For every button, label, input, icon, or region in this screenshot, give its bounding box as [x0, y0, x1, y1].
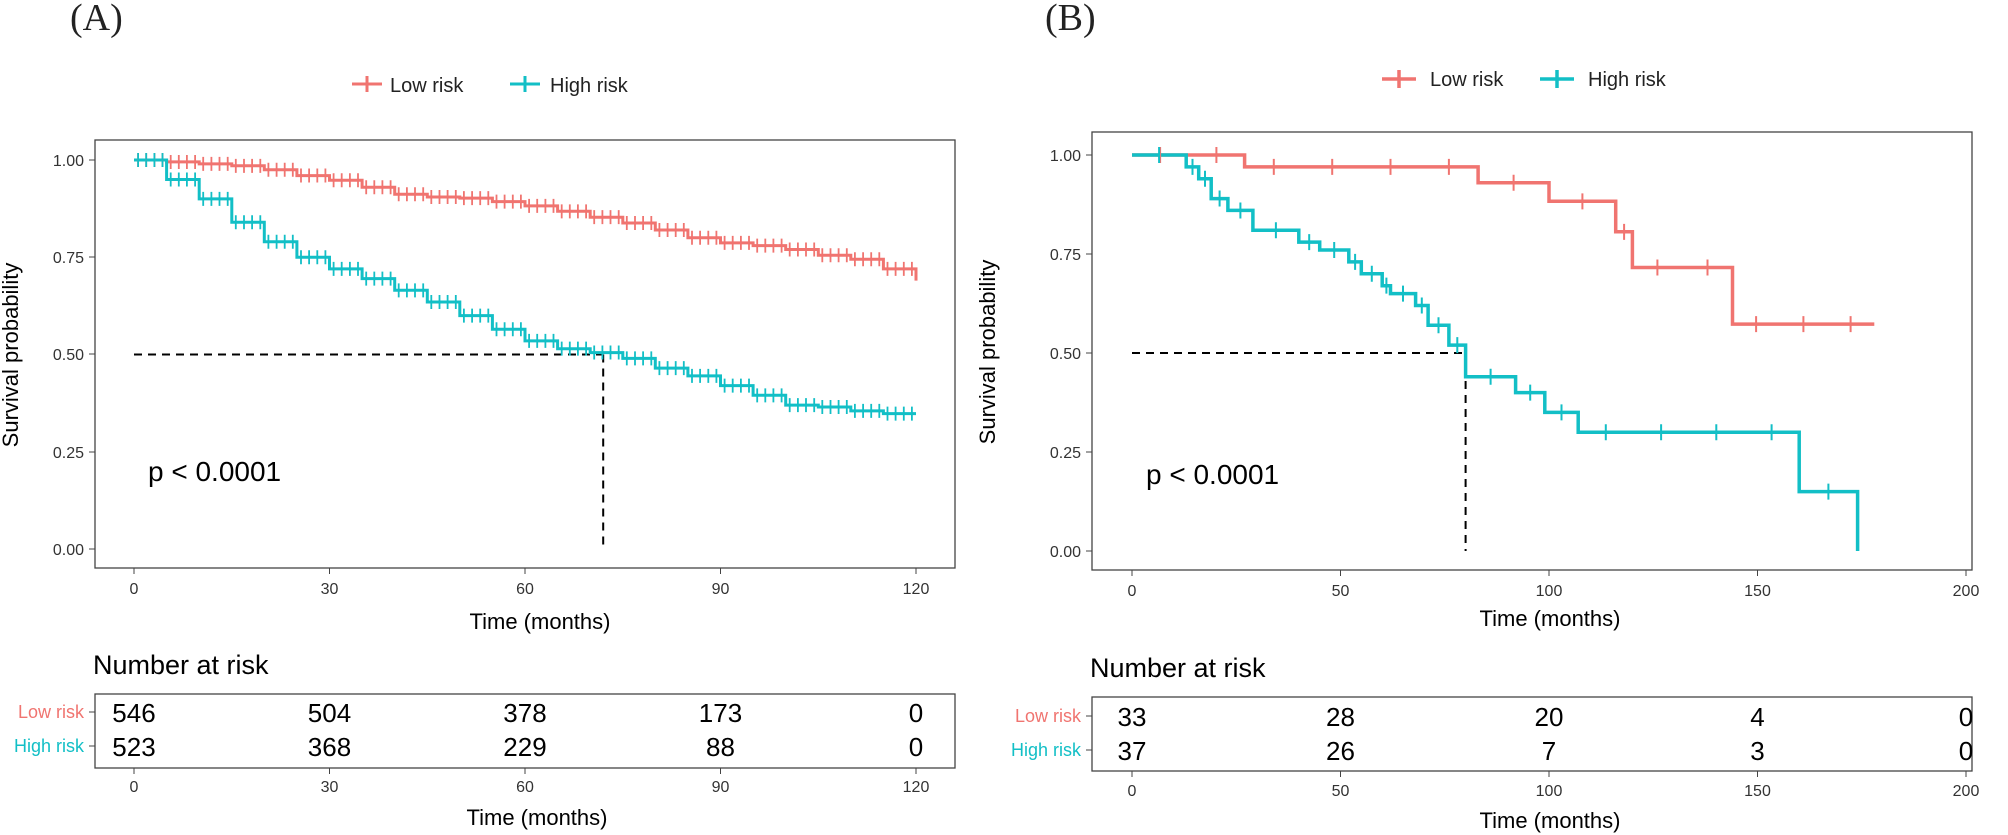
panel-b-xlabel: Time (months) [1480, 606, 1621, 631]
risk-table-title: Number at risk [93, 650, 269, 680]
xtick-label: 50 [1332, 783, 1350, 800]
xtick-label: 120 [903, 779, 930, 796]
risk-cell: 4 [1750, 702, 1764, 732]
risk-table-xlabel: Time (months) [1480, 808, 1621, 833]
high-risk-censor-marks [137, 153, 913, 421]
ytick-label: 1.00 [1050, 148, 1081, 165]
high-risk-censor-marks [1158, 147, 1830, 500]
xtick-label: 50 [1332, 583, 1350, 600]
panel-b-legend: Low risk High risk [1382, 69, 1667, 91]
xtick-label: 60 [516, 581, 534, 598]
risk-cell: 3 [1750, 736, 1764, 766]
risk-cell: 28 [1326, 702, 1355, 732]
risk-cell: 504 [308, 698, 351, 728]
xtick-label: 200 [1953, 783, 1980, 800]
ytick-label: 0.75 [53, 250, 84, 267]
xtick-label: 0 [1128, 783, 1137, 800]
xtick-label: 0 [1128, 583, 1137, 600]
panel-a-median-lines [134, 353, 605, 549]
risk-cell: 0 [1959, 736, 1973, 766]
risk-row-label-low: Low risk [1015, 706, 1082, 726]
xtick-label: 100 [1536, 783, 1563, 800]
panel-a-risk-table: Number at risk Low risk High risk 546 50… [14, 650, 956, 830]
ytick-label: 0.50 [1050, 346, 1081, 363]
high-risk-survival-curve [1132, 153, 1860, 551]
high-risk-survival-curve [134, 158, 916, 416]
low-risk-censor-marks [1159, 147, 1852, 333]
risk-table-title: Number at risk [1090, 653, 1266, 683]
risk-cell: 0 [1959, 702, 1973, 732]
xtick-label: 60 [516, 779, 534, 796]
xtick-label: 0 [130, 779, 139, 796]
xtick-label: 150 [1744, 583, 1771, 600]
panel-a-ylabel: Survival probability [0, 263, 23, 448]
panel-b-risk-table: Number at risk Low risk High risk 33 28 … [1011, 653, 1979, 833]
legend-high-label: High risk [1588, 69, 1667, 91]
ytick-label: 0.75 [1050, 247, 1081, 264]
risk-cell: 546 [112, 698, 155, 728]
panel-a-legend: Low risk High risk [352, 75, 629, 97]
panel-b-ylabel: Survival probability [975, 260, 1000, 445]
panel-b-xaxis: 0 50 100 150 200 Time (months) [1128, 570, 1980, 631]
legend-low-label: Low risk [1430, 69, 1504, 91]
xtick-label: 100 [1536, 583, 1563, 600]
panel-b-plot-frame [1091, 131, 1973, 571]
panel-b: (B) Low risk High risk 0.00 0.25 0.50 0.… [975, 0, 1979, 833]
xtick-label: 150 [1744, 783, 1771, 800]
panel-a-label: (A) [70, 0, 123, 39]
risk-cell: 37 [1118, 736, 1147, 766]
risk-cell: 523 [112, 732, 155, 762]
xtick-label: 0 [130, 581, 139, 598]
panel-b-pvalue: p < 0.0001 [1146, 459, 1279, 490]
risk-row-label-low: Low risk [18, 702, 85, 722]
ytick-label: 0.00 [1050, 544, 1081, 561]
low-risk-censor-marks [137, 153, 913, 276]
ytick-label: 0.00 [53, 542, 84, 559]
risk-cell: 33 [1118, 702, 1147, 732]
panel-b-yaxis: 0.00 0.25 0.50 0.75 1.00 Survival probab… [975, 148, 1092, 561]
panel-a-xaxis: 0 30 60 90 120 Time (months) [130, 568, 930, 634]
panel-b-median-lines [1132, 352, 1467, 551]
ytick-label: 0.50 [53, 347, 84, 364]
xtick-label: 30 [321, 581, 339, 598]
legend-high-label: High risk [550, 75, 629, 97]
risk-cell: 368 [308, 732, 351, 762]
panel-b-label: (B) [1045, 0, 1096, 39]
panel-a: (A) Low risk High risk 0.00 0.25 0.50 0.… [0, 0, 956, 830]
risk-table-frame [1091, 696, 1973, 772]
risk-cell: 0 [909, 698, 923, 728]
risk-cell: 0 [909, 732, 923, 762]
ytick-label: 1.00 [53, 153, 84, 170]
ytick-label: 0.25 [1050, 445, 1081, 462]
risk-cell: 20 [1535, 702, 1564, 732]
risk-row-label-high: High risk [1011, 740, 1082, 760]
xtick-label: 30 [321, 779, 339, 796]
risk-table-xlabel: Time (months) [467, 805, 608, 830]
risk-cell: 173 [699, 698, 742, 728]
panel-a-xlabel: Time (months) [470, 609, 611, 634]
risk-cell: 378 [503, 698, 546, 728]
xtick-label: 90 [712, 581, 730, 598]
panel-a-yaxis: 0.00 0.25 0.50 0.75 1.00 Survival probab… [0, 153, 95, 559]
risk-cell: 26 [1326, 736, 1355, 766]
risk-cell: 229 [503, 732, 546, 762]
low-risk-survival-curve [1132, 153, 1875, 326]
ytick-label: 0.25 [53, 445, 84, 462]
xtick-label: 120 [903, 581, 930, 598]
low-risk-survival-curve [134, 158, 918, 281]
risk-cell: 88 [706, 732, 735, 762]
xtick-label: 200 [1953, 583, 1980, 600]
risk-row-label-high: High risk [14, 736, 85, 756]
legend-low-label: Low risk [390, 75, 464, 97]
risk-cell: 7 [1542, 736, 1556, 766]
panel-a-pvalue: p < 0.0001 [148, 456, 281, 487]
xtick-label: 90 [712, 779, 730, 796]
